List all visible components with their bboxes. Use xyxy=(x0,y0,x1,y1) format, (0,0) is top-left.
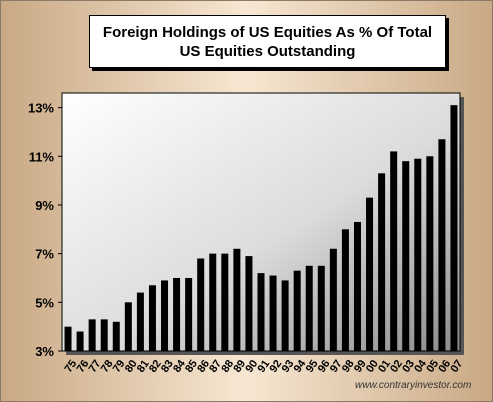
x-tick-label: 92 xyxy=(268,358,285,375)
bar xyxy=(450,105,458,351)
bar xyxy=(221,253,229,351)
bar xyxy=(390,151,398,351)
bar xyxy=(100,319,108,351)
x-tick-label: 99 xyxy=(352,358,369,375)
x-tick-label: 86 xyxy=(195,358,212,375)
x-tick-label: 90 xyxy=(243,358,260,375)
bar xyxy=(281,280,289,351)
x-tick-label: 95 xyxy=(304,358,321,375)
bar xyxy=(209,253,217,351)
x-axis: 7576777879808182838485868788899091929394… xyxy=(63,357,466,375)
x-tick-label: 98 xyxy=(340,358,357,375)
x-tick-label: 00 xyxy=(364,358,381,375)
bar-series xyxy=(64,105,458,351)
bar xyxy=(341,229,349,351)
x-tick-label: 89 xyxy=(231,358,248,375)
watermark: www.contraryinvestor.com xyxy=(355,380,472,391)
bar xyxy=(173,277,181,351)
x-tick-label: 76 xyxy=(75,358,92,375)
bar xyxy=(64,326,72,351)
x-tick-label: 81 xyxy=(135,358,152,375)
bar xyxy=(161,280,169,351)
x-tick-label: 07 xyxy=(448,358,465,375)
x-tick-label: 93 xyxy=(280,358,297,375)
x-tick-label: 96 xyxy=(316,358,333,375)
bar xyxy=(426,156,434,351)
y-tick-label: 11% xyxy=(29,149,55,164)
x-tick-label: 79 xyxy=(111,358,128,375)
bar xyxy=(197,258,205,351)
x-tick-label: 88 xyxy=(219,358,236,375)
bar xyxy=(353,222,361,351)
bar xyxy=(124,302,132,351)
x-tick-label: 77 xyxy=(87,358,104,375)
bar xyxy=(438,139,446,351)
x-tick-label: 80 xyxy=(123,358,140,375)
bar xyxy=(136,292,144,351)
x-tick-label: 87 xyxy=(207,358,224,375)
bar xyxy=(329,248,337,351)
x-tick-label: 75 xyxy=(63,358,80,375)
bar xyxy=(233,248,241,351)
y-axis: 3% 5% 7% 9% 11% 13% xyxy=(28,101,62,359)
x-tick-label: 85 xyxy=(183,358,200,375)
x-tick-label: 82 xyxy=(147,358,164,375)
bar xyxy=(148,285,156,351)
bar xyxy=(402,161,410,351)
chart-title: Foreign Holdings of US Equities As % Of … xyxy=(89,15,446,68)
x-tick-label: 02 xyxy=(388,358,405,375)
bar xyxy=(293,270,301,351)
bar xyxy=(378,173,386,351)
x-tick-label: 83 xyxy=(159,358,176,375)
x-tick-label: 97 xyxy=(328,358,345,375)
bar xyxy=(88,319,96,351)
bar xyxy=(245,256,253,351)
bar xyxy=(317,265,325,351)
y-tick-label: 3% xyxy=(35,344,54,359)
bar xyxy=(257,273,265,351)
y-tick-label: 9% xyxy=(35,198,54,213)
x-tick-label: 03 xyxy=(400,358,417,375)
x-tick-label: 01 xyxy=(376,358,393,375)
bar xyxy=(112,321,120,351)
y-tick-label: 7% xyxy=(35,247,54,262)
y-tick-label: 13% xyxy=(28,101,54,116)
bar xyxy=(414,158,422,351)
y-tick-label: 5% xyxy=(35,295,54,310)
x-tick-label: 78 xyxy=(99,358,116,375)
bar xyxy=(185,277,193,351)
bar xyxy=(269,275,277,351)
x-tick-label: 91 xyxy=(256,358,273,375)
bar xyxy=(76,331,84,351)
x-tick-label: 06 xyxy=(436,358,453,375)
bar xyxy=(305,265,313,351)
x-tick-label: 05 xyxy=(424,358,441,375)
bar xyxy=(366,197,374,351)
